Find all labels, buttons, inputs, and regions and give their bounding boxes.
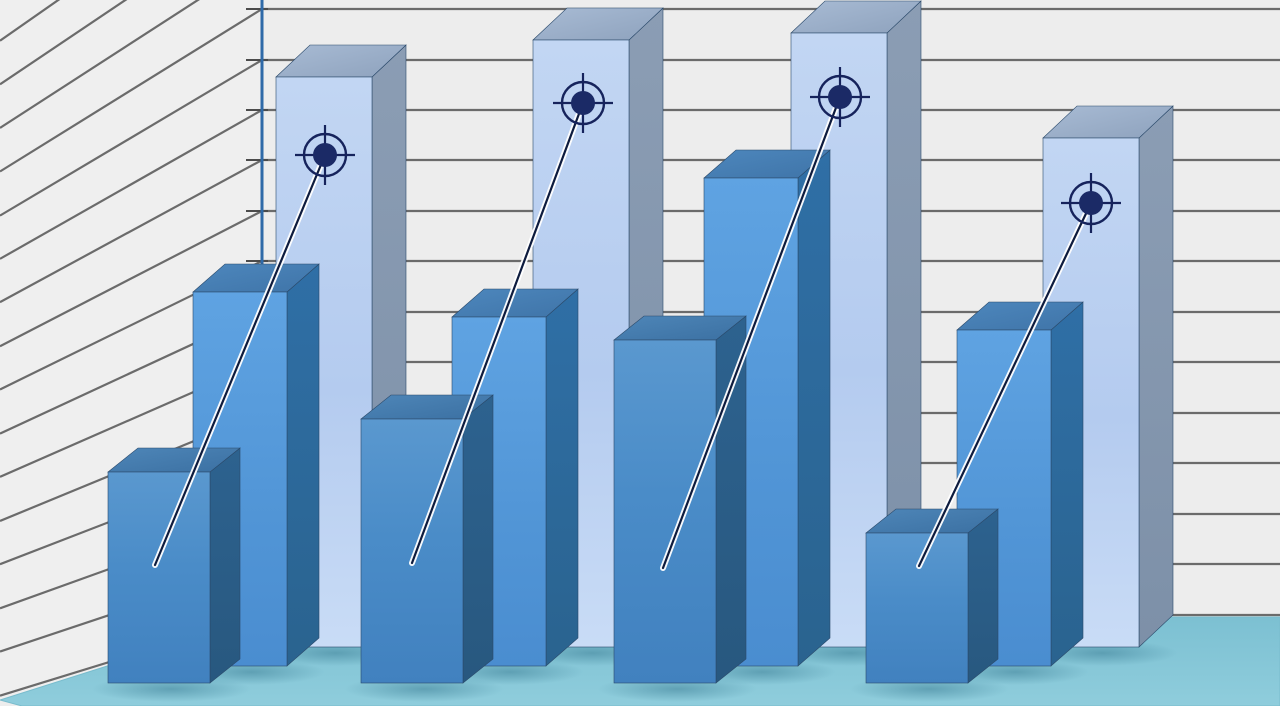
target-1-outer-ring-icon (302, 132, 348, 178)
front-bar-4 (849, 508, 1009, 702)
side-gridline-extra-2 (0, 0, 128, 86)
target-marker-group (295, 67, 1121, 233)
side-gridline-1 (0, 8, 263, 173)
target-2-outer-ring-icon (560, 80, 606, 126)
arrow-2-stroke (410, 101, 585, 565)
arrow-1 (152, 152, 328, 568)
front-bar-side-face-3 (715, 315, 747, 684)
front-bar-front-face-4 (865, 532, 969, 684)
target-1-core-icon (313, 143, 337, 167)
target-3-outer-ring-icon (817, 74, 863, 120)
side-gridline-extra-1 (0, 0, 200, 129)
side-gridline-3 (0, 109, 263, 260)
target-4-outer-ring-icon (1068, 180, 1114, 226)
mid-bar-side-face-2 (545, 288, 579, 667)
front-bar-side-face-4 (967, 508, 999, 684)
side-gridline-4 (0, 159, 263, 304)
front-bar-1 (91, 447, 251, 702)
target-2 (553, 73, 613, 133)
target-3-core-icon (828, 85, 852, 109)
mid-bar-side-face-4 (1050, 301, 1084, 667)
back-bar-side-face-4 (1138, 105, 1174, 648)
target-4-core-icon (1079, 191, 1103, 215)
side-gridline-5 (0, 210, 263, 348)
target-2-core-icon (571, 91, 595, 115)
arrow-3-stroke (661, 95, 842, 570)
target-3 (810, 67, 870, 127)
mid-bar-3 (688, 149, 836, 685)
mid-bar-side-face-3 (797, 149, 831, 667)
front-bar-side-face-1 (209, 447, 241, 684)
arrow-4-stroke (917, 201, 1093, 568)
front-bar-2 (344, 394, 504, 702)
target-4 (1061, 173, 1121, 233)
target-1 (295, 125, 355, 185)
arrow-1-stroke (153, 153, 327, 567)
arrow-3 (660, 94, 843, 571)
front-bar-front-face-3 (613, 339, 717, 684)
arrow-4 (916, 200, 1094, 569)
mid-bar-side-face-1 (286, 263, 320, 667)
front-bar-side-face-2 (462, 394, 494, 684)
front-bar-front-face-1 (107, 471, 211, 684)
side-gridline-extra-3 (0, 0, 61, 42)
side-gridline-2 (0, 59, 263, 217)
mid-bar-4 (941, 301, 1089, 685)
series-front-row-bars (91, 315, 1009, 702)
arrow-2 (409, 100, 586, 566)
arrow-group (152, 94, 1094, 571)
